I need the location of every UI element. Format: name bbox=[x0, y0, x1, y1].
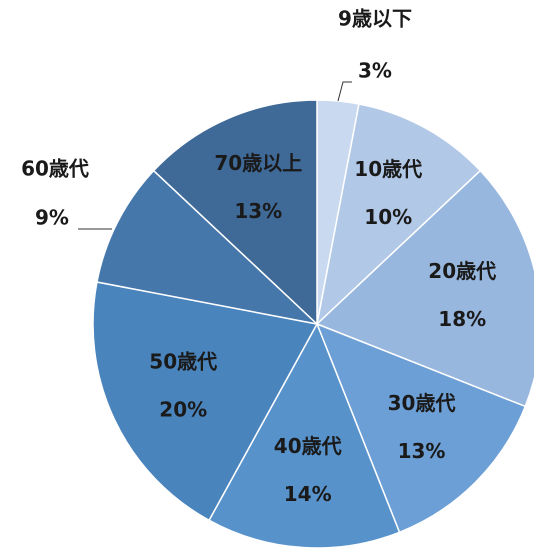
slice-value-label: 18% bbox=[438, 307, 486, 331]
pie-slice bbox=[315, 169, 534, 408]
slice-value-label: 14% bbox=[284, 482, 332, 506]
slice-value-label: 13% bbox=[234, 199, 282, 223]
slice-label: 9歳以下 bbox=[338, 7, 412, 31]
slice-value-label: 9% bbox=[35, 206, 69, 230]
pie-slice bbox=[152, 99, 318, 326]
pie-slice bbox=[208, 322, 401, 549]
slice-label: 10歳代 bbox=[354, 157, 422, 181]
slice-label: 40歳代 bbox=[274, 434, 342, 458]
slice-value-label: 3% bbox=[358, 59, 392, 83]
slice-label: 70歳以上 bbox=[214, 151, 302, 175]
slice-value-label: 10% bbox=[364, 205, 412, 229]
slice-label: 60歳代 bbox=[21, 157, 89, 181]
pie-slice bbox=[315, 322, 527, 534]
pie-slice bbox=[92, 281, 319, 522]
slice-value-label: 13% bbox=[398, 439, 446, 463]
slice-value-label: 20% bbox=[159, 397, 207, 421]
slice-label: 20歳代 bbox=[428, 259, 496, 283]
pie-slice bbox=[96, 169, 320, 326]
leader-line bbox=[337, 81, 352, 102]
slice-label: 50歳代 bbox=[149, 349, 217, 373]
pie-slice bbox=[315, 103, 482, 327]
slice-label: 30歳代 bbox=[388, 391, 456, 415]
